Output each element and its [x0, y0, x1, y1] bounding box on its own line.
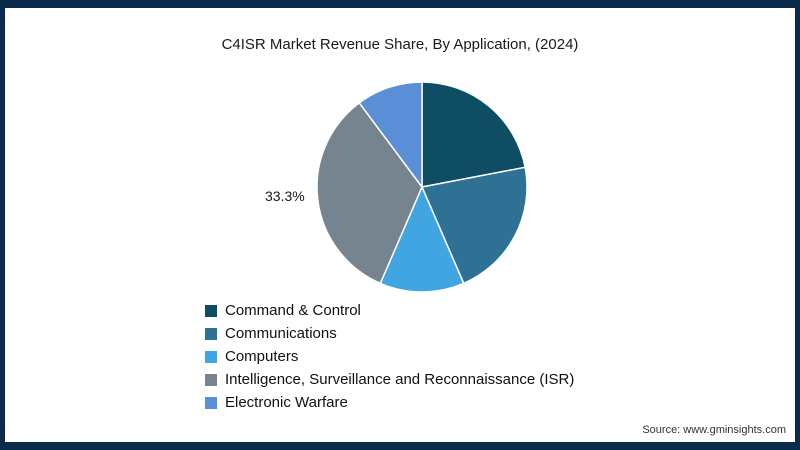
- legend-item-computers: Computers: [205, 348, 574, 366]
- pie-slice-1: [420, 166, 528, 285]
- legend: Command & Control Communications Compute…: [205, 302, 574, 417]
- legend-label-isr: Intelligence, Surveillance and Reconnais…: [225, 371, 575, 388]
- legend-label-communications: Communications: [225, 325, 337, 342]
- pie-slice-4: [358, 81, 423, 190]
- pie-slice-0: [421, 81, 527, 188]
- legend-label-command-control: Command & Control: [225, 302, 361, 319]
- legend-swatch-isr: [205, 374, 217, 386]
- pie-slice-2: [379, 185, 465, 293]
- legend-label-computers: Computers: [225, 348, 299, 365]
- source-attribution: Source: www.gminsights.com: [642, 424, 786, 436]
- legend-swatch-command-control: [205, 305, 217, 317]
- legend-swatch-electronic-warfare: [205, 397, 217, 409]
- frame-border-right: [795, 0, 800, 450]
- legend-item-isr: Intelligence, Surveillance and Reconnais…: [205, 371, 574, 389]
- frame-border-bottom: [0, 442, 800, 450]
- legend-label-electronic-warfare: Electronic Warfare: [225, 394, 348, 411]
- pie-slice-3: [316, 101, 423, 285]
- legend-swatch-communications: [205, 328, 217, 340]
- pie-svg: [316, 81, 528, 293]
- frame-border-top: [0, 0, 800, 8]
- pie-chart: [311, 76, 533, 298]
- chart-title: C4ISR Market Revenue Share, By Applicati…: [221, 36, 579, 53]
- legend-item-command-control: Command & Control: [205, 302, 574, 320]
- legend-swatch-computers: [205, 351, 217, 363]
- frame-border-left: [0, 0, 5, 450]
- legend-item-communications: Communications: [205, 325, 574, 343]
- legend-item-electronic-warfare: Electronic Warfare: [205, 394, 574, 412]
- isr-percentage-label: 33.3%: [265, 188, 305, 204]
